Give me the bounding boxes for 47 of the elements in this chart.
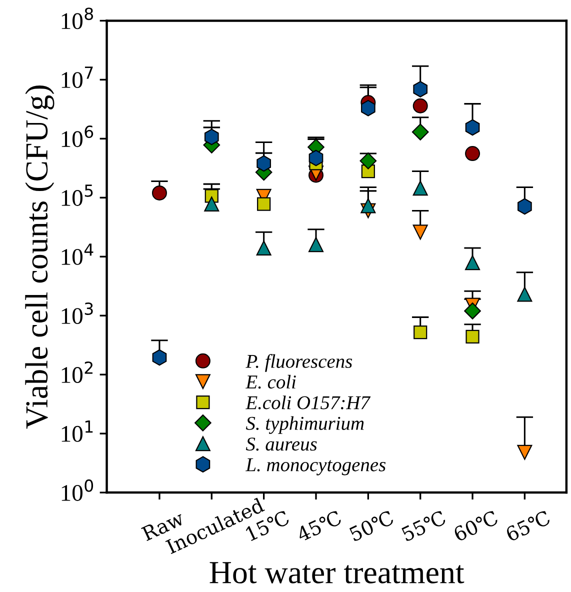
- y-axis-title: Viable cell counts (CFU/g): [25, 86, 54, 429]
- point: [465, 119, 480, 136]
- point: [360, 152, 377, 170]
- x-axis-title: Hot water treatment: [210, 562, 464, 584]
- point: [308, 237, 324, 252]
- y-tick-label: 10$^{5}$: [62, 184, 93, 206]
- y-tick-label: 10$^{1}$: [62, 420, 93, 442]
- point: [413, 81, 428, 98]
- legend-label: L. monocytogenes: [245, 458, 386, 476]
- legend-label: S. aureus: [246, 438, 317, 451]
- point: [517, 286, 532, 302]
- y-tick-label: 10$^{7}$: [62, 66, 93, 88]
- x-tick-label: 45℃: [296, 510, 342, 542]
- point: [412, 98, 428, 114]
- point: [360, 198, 376, 214]
- point: [414, 326, 428, 340]
- x-tick-label: 60℃: [452, 510, 499, 542]
- point: [361, 100, 376, 116]
- point: [412, 180, 428, 196]
- point: [466, 330, 480, 344]
- point: [257, 197, 271, 211]
- point: [204, 196, 220, 212]
- x-tick-label: 65℃: [504, 510, 552, 542]
- y-tick-label: 10$^{8}$: [62, 8, 94, 30]
- point: [412, 224, 428, 240]
- x-tick-label: 55℃: [400, 510, 447, 542]
- point: [465, 146, 480, 162]
- point: [465, 255, 480, 270]
- point: [464, 302, 481, 320]
- legend-label: S. typhimurium: [246, 416, 364, 434]
- y-tick-label: 10$^{6}$: [62, 126, 94, 148]
- legend-label: P. fluorescens: [246, 354, 352, 372]
- point: [517, 444, 532, 460]
- point: [256, 240, 272, 256]
- point: [152, 185, 167, 200]
- legend-label: E. coli: [245, 374, 296, 389]
- point: [412, 124, 429, 140]
- legend-label: E.coli O157:H7: [245, 396, 371, 410]
- x-tick-label: 50℃: [348, 510, 395, 542]
- point: [518, 198, 532, 215]
- y-tick-label: 10$^{0}$: [62, 479, 94, 501]
- y-tick-label: 10$^{2}$: [62, 361, 92, 383]
- point: [152, 349, 167, 366]
- point: [308, 150, 324, 166]
- y-tick-label: 10$^{3}$: [62, 302, 93, 324]
- point: [256, 155, 271, 172]
- y-tick-label: 10$^{4}$: [62, 244, 94, 265]
